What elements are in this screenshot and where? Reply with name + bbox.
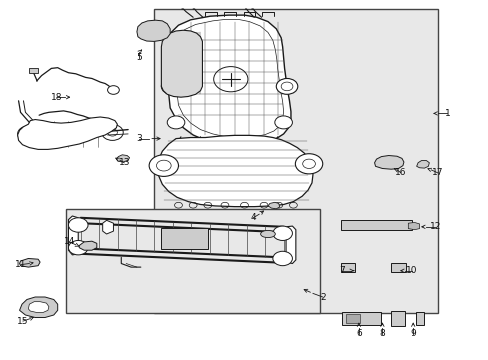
Bar xyxy=(342,312,381,325)
Polygon shape xyxy=(407,222,419,230)
Bar xyxy=(154,9,437,313)
Polygon shape xyxy=(157,135,312,207)
Circle shape xyxy=(272,226,292,240)
Polygon shape xyxy=(20,297,58,318)
Circle shape xyxy=(276,78,297,94)
Text: 15: 15 xyxy=(17,317,29,325)
Circle shape xyxy=(295,154,322,174)
Circle shape xyxy=(68,240,88,255)
Text: 14: 14 xyxy=(63,238,75,246)
Bar xyxy=(346,314,359,323)
Circle shape xyxy=(167,116,184,129)
Circle shape xyxy=(356,223,362,227)
Polygon shape xyxy=(267,202,279,209)
Circle shape xyxy=(102,125,123,140)
Bar xyxy=(29,68,38,73)
Polygon shape xyxy=(285,226,295,264)
Circle shape xyxy=(107,86,119,94)
Text: 4: 4 xyxy=(250,213,256,222)
Ellipse shape xyxy=(260,230,275,238)
Circle shape xyxy=(68,218,88,232)
Text: 18: 18 xyxy=(51,93,62,102)
Text: 2: 2 xyxy=(319,292,325,302)
Text: 16: 16 xyxy=(394,168,406,177)
Text: 10: 10 xyxy=(405,266,417,275)
Circle shape xyxy=(18,126,39,142)
Bar xyxy=(66,209,320,313)
Polygon shape xyxy=(102,220,113,234)
Circle shape xyxy=(272,251,292,266)
Circle shape xyxy=(346,223,352,227)
Text: 13: 13 xyxy=(118,158,130,167)
Polygon shape xyxy=(416,161,428,168)
Bar xyxy=(390,311,404,326)
Polygon shape xyxy=(161,30,202,97)
Bar xyxy=(169,56,177,59)
Polygon shape xyxy=(116,155,129,162)
Circle shape xyxy=(149,155,178,176)
Text: 17: 17 xyxy=(431,168,443,177)
Text: 1: 1 xyxy=(444,109,449,118)
Polygon shape xyxy=(137,20,170,41)
Bar xyxy=(169,70,177,74)
Polygon shape xyxy=(79,241,97,250)
Bar xyxy=(184,63,192,67)
Bar xyxy=(390,263,405,272)
Text: 9: 9 xyxy=(409,329,415,338)
Polygon shape xyxy=(20,258,40,267)
Bar xyxy=(341,220,411,230)
Text: 7: 7 xyxy=(339,266,345,275)
Polygon shape xyxy=(68,216,78,255)
Text: 11: 11 xyxy=(15,260,27,269)
Text: 3: 3 xyxy=(136,134,142,143)
Polygon shape xyxy=(18,117,117,149)
Text: 8: 8 xyxy=(379,329,385,338)
Circle shape xyxy=(161,78,183,94)
Circle shape xyxy=(366,223,371,227)
Polygon shape xyxy=(374,156,403,169)
Polygon shape xyxy=(168,15,290,145)
Text: 12: 12 xyxy=(428,222,440,231)
Text: 5: 5 xyxy=(136,53,142,62)
Bar xyxy=(341,263,354,272)
Circle shape xyxy=(274,116,292,129)
Bar xyxy=(415,312,424,325)
Bar xyxy=(184,49,192,52)
Polygon shape xyxy=(28,302,49,312)
Bar xyxy=(161,228,207,249)
Text: 6: 6 xyxy=(355,329,361,338)
